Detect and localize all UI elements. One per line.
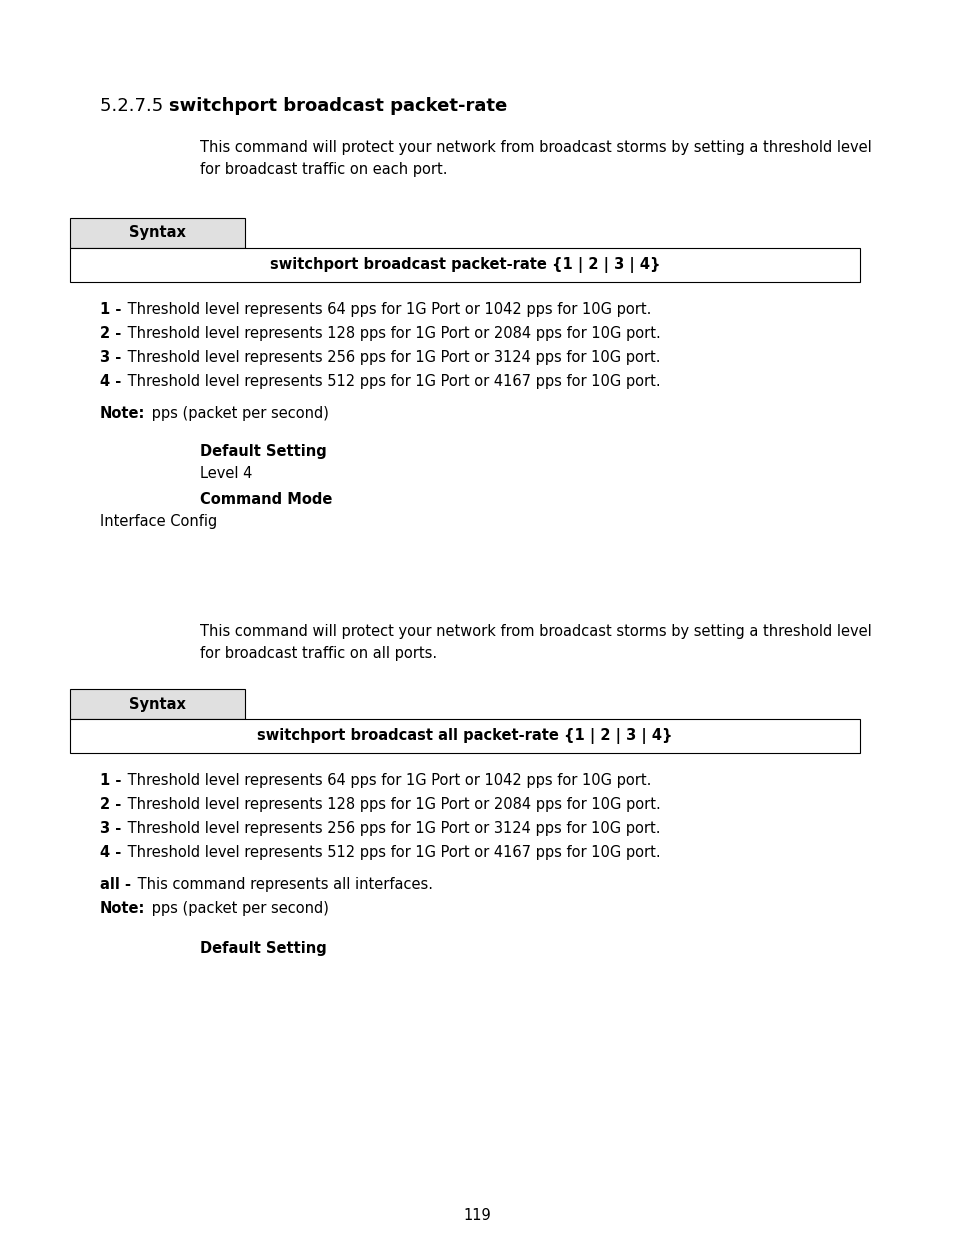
Text: This command represents all interfaces.: This command represents all interfaces. <box>132 877 433 892</box>
Text: switchport broadcast all packet-rate {1 | 2 | 3 | 4}: switchport broadcast all packet-rate {1 … <box>257 727 672 743</box>
Text: Threshold level represents 512 pps for 1G Port or 4167 pps for 10G port.: Threshold level represents 512 pps for 1… <box>123 845 660 860</box>
Text: Default Setting: Default Setting <box>200 445 327 459</box>
Text: Threshold level represents 256 pps for 1G Port or 3124 pps for 10G port.: Threshold level represents 256 pps for 1… <box>123 821 660 836</box>
Text: Command Mode: Command Mode <box>200 492 332 508</box>
Text: Interface Config: Interface Config <box>100 514 217 529</box>
Text: Level 4: Level 4 <box>200 466 253 480</box>
Text: Threshold level represents 128 pps for 1G Port or 2084 pps for 10G port.: Threshold level represents 128 pps for 1… <box>123 797 660 811</box>
Text: 2 -: 2 - <box>100 326 121 341</box>
Text: 4 -: 4 - <box>100 845 121 860</box>
Text: This command will protect your network from broadcast storms by setting a thresh: This command will protect your network f… <box>200 624 871 661</box>
Text: 1 -: 1 - <box>100 303 121 317</box>
Text: Threshold level represents 512 pps for 1G Port or 4167 pps for 10G port.: Threshold level represents 512 pps for 1… <box>123 374 660 389</box>
Text: Default Setting: Default Setting <box>200 941 327 956</box>
Text: Threshold level represents 256 pps for 1G Port or 3124 pps for 10G port.: Threshold level represents 256 pps for 1… <box>123 350 660 366</box>
Text: Note:: Note: <box>100 406 145 421</box>
Bar <box>70 719 859 753</box>
Text: Syntax: Syntax <box>129 226 186 241</box>
Text: switchport broadcast packet-rate {1 | 2 | 3 | 4}: switchport broadcast packet-rate {1 | 2 … <box>270 257 659 273</box>
Text: pps (packet per second): pps (packet per second) <box>147 406 329 421</box>
Text: This command will protect your network from broadcast storms by setting a thresh: This command will protect your network f… <box>200 140 871 177</box>
Bar <box>70 248 859 282</box>
Text: Threshold level represents 128 pps for 1G Port or 2084 pps for 10G port.: Threshold level represents 128 pps for 1… <box>123 326 660 341</box>
Text: Threshold level represents 64 pps for 1G Port or 1042 pps for 10G port.: Threshold level represents 64 pps for 1G… <box>123 773 651 788</box>
Text: switchport broadcast packet-rate: switchport broadcast packet-rate <box>169 98 507 115</box>
Text: 3 -: 3 - <box>100 350 121 366</box>
Text: Note:: Note: <box>100 902 145 916</box>
Text: 119: 119 <box>462 1208 491 1223</box>
Text: Threshold level represents 64 pps for 1G Port or 1042 pps for 10G port.: Threshold level represents 64 pps for 1G… <box>123 303 651 317</box>
Text: 3 -: 3 - <box>100 821 121 836</box>
Text: Syntax: Syntax <box>129 697 186 711</box>
Text: 1 -: 1 - <box>100 773 121 788</box>
Text: all -: all - <box>100 877 131 892</box>
Bar <box>70 689 245 719</box>
Bar <box>70 219 245 248</box>
Text: 5.2.7.5: 5.2.7.5 <box>100 98 169 115</box>
Text: pps (packet per second): pps (packet per second) <box>147 902 329 916</box>
Text: 2 -: 2 - <box>100 797 121 811</box>
Text: 4 -: 4 - <box>100 374 121 389</box>
